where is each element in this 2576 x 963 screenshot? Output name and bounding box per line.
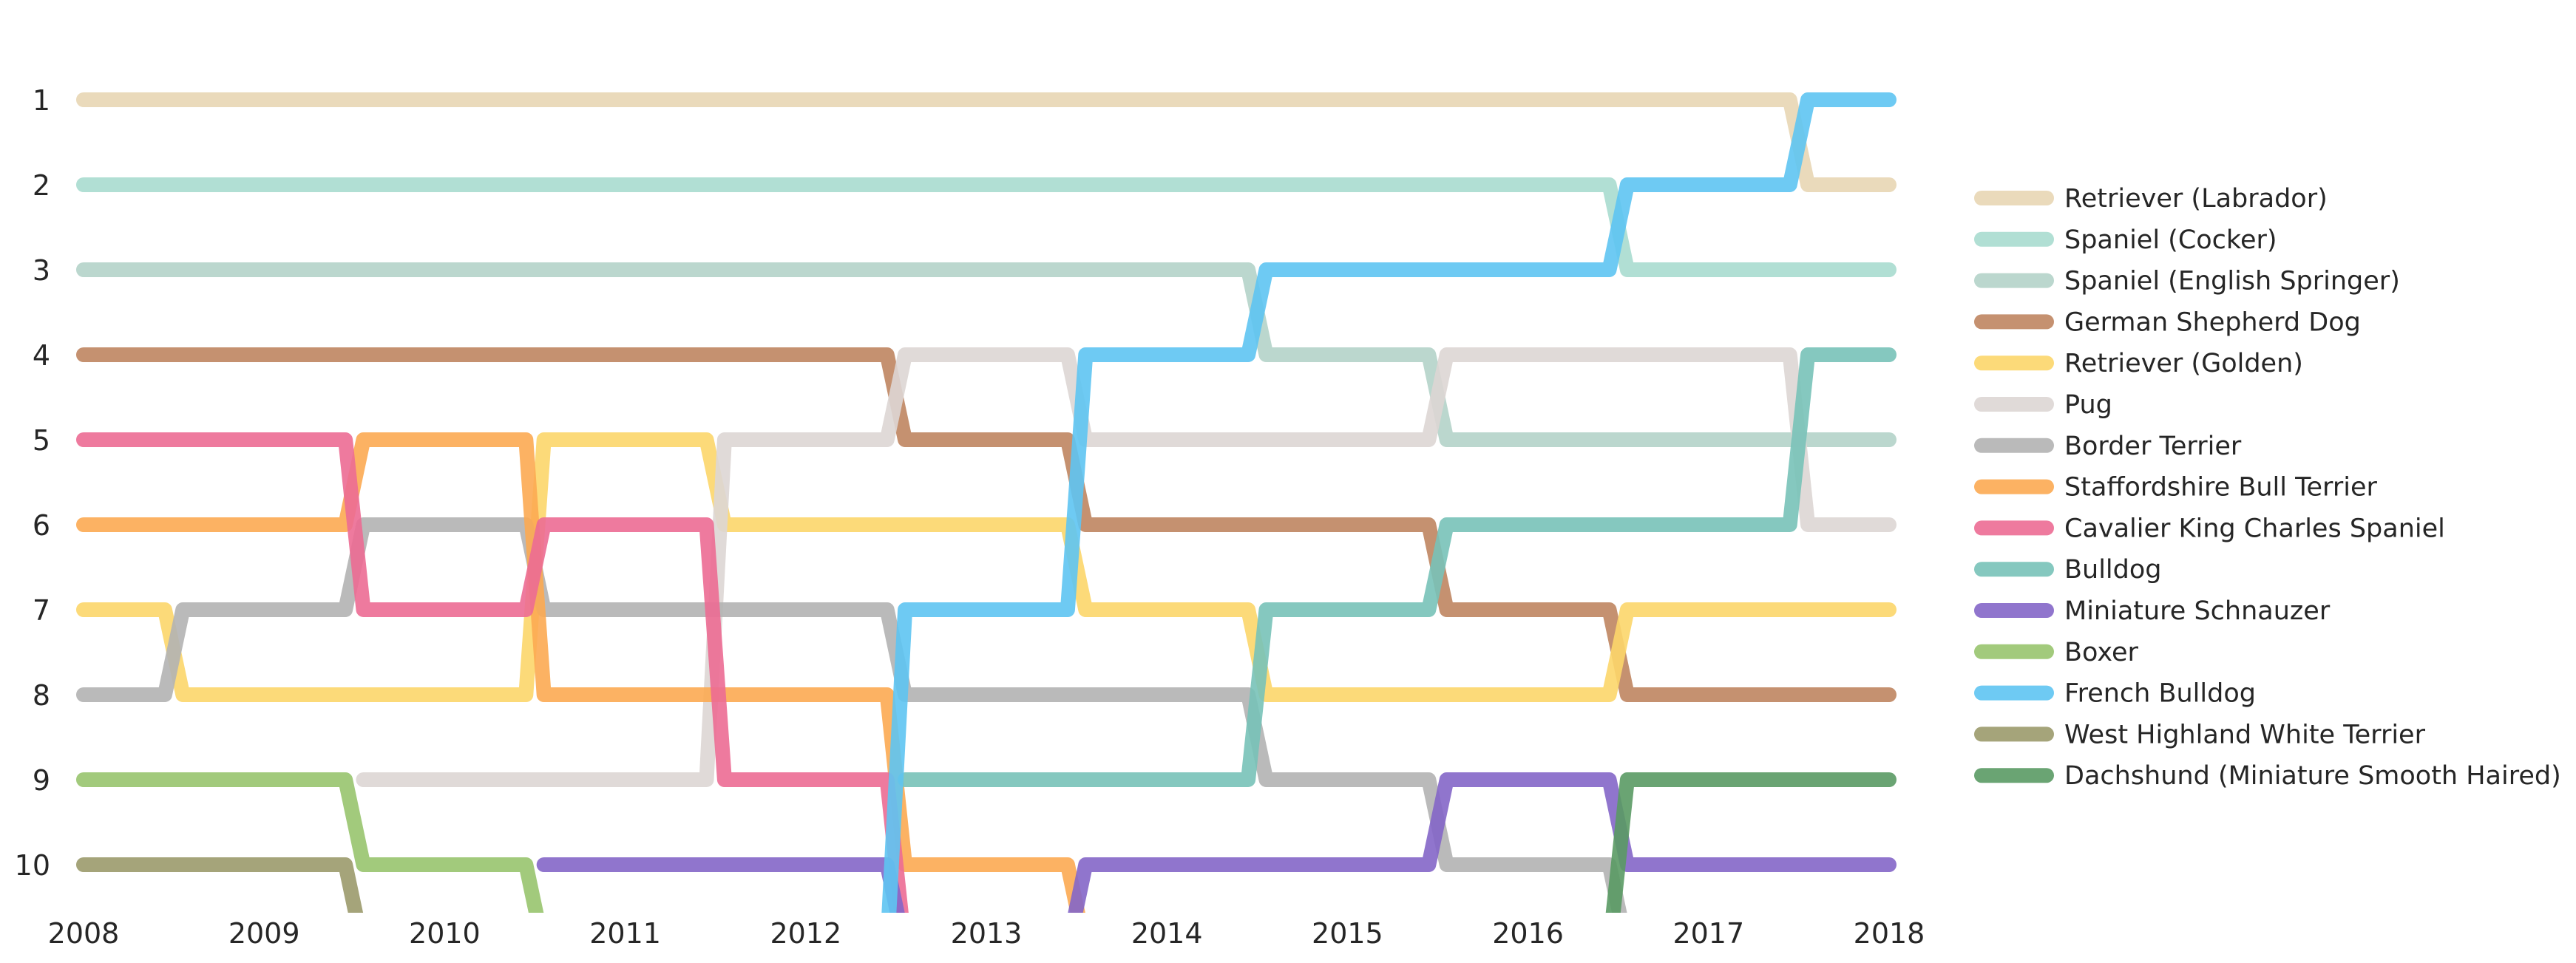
series-line-pug [356, 347, 1897, 787]
series-line-dachshund-miniature-smooth-haired [1605, 772, 1897, 913]
series-line-west-highland-white-terrier [76, 857, 364, 913]
series-line-retriever-golden [76, 432, 1897, 702]
legend-item-bulldog: Bulldog [1974, 555, 2162, 585]
series-line-staffordshire-bull-terrier [76, 432, 1085, 913]
legend-label: Staffordshire Bull Terrier [2064, 473, 2377, 503]
legend-label: Spaniel (Cocker) [2064, 225, 2277, 255]
legend-label: Pug [2064, 390, 2112, 420]
legend-item-french-bulldog: French Bulldog [1974, 679, 2256, 709]
x-tick-label: 2012 [770, 917, 841, 950]
series-line-border-terrier [76, 517, 1627, 913]
series-line-bulldog [898, 347, 1897, 787]
legend-label: German Shepherd Dog [2064, 307, 2361, 337]
series-line-boxer [76, 772, 544, 913]
legend-label: Bulldog [2064, 555, 2162, 585]
series-line-miniature-schnauzer [536, 772, 1897, 913]
y-tick-label: 10 [15, 849, 50, 882]
legend-item-spaniel-cocker: Spaniel (Cocker) [1974, 225, 2277, 255]
y-tick-label: 9 [33, 764, 50, 797]
y-tick-label: 5 [33, 424, 50, 457]
legend-item-pug: Pug [1974, 390, 2112, 420]
legend-label: West Highland White Terrier [2064, 720, 2426, 749]
x-tick-label: 2008 [48, 917, 120, 950]
x-tick-label: 2018 [1854, 917, 1925, 950]
legend-item-german-shepherd-dog: German Shepherd Dog [1974, 307, 2361, 337]
legend-label: Cavalier King Charles Spaniel [2064, 514, 2445, 543]
legend-label: Boxer [2064, 638, 2139, 667]
legend-item-cavalier-king-charles-spaniel: Cavalier King Charles Spaniel [1974, 514, 2445, 543]
x-tick-label: 2013 [951, 917, 1023, 950]
y-tick-label: 8 [33, 679, 50, 712]
legend-label: Retriever (Labrador) [2064, 184, 2328, 214]
legend-item-west-highland-white-terrier: West Highland White Terrier [1974, 720, 2426, 749]
x-tick-label: 2017 [1672, 917, 1744, 950]
legend-label: French Bulldog [2064, 679, 2256, 709]
legend-label: Dachshund (Miniature Smooth Haired) [2064, 761, 2561, 791]
y-tick-label: 6 [33, 509, 50, 542]
legend-label: Miniature Schnauzer [2064, 596, 2331, 626]
legend-label: Spaniel (English Springer) [2064, 267, 2400, 296]
legend-item-staffordshire-bull-terrier: Staffordshire Bull Terrier [1974, 473, 2377, 503]
x-tick-label: 2011 [589, 917, 661, 950]
legend-item-boxer: Boxer [1974, 638, 2139, 667]
y-tick-label: 3 [33, 254, 50, 287]
series-layer [76, 92, 1897, 913]
x-axis: 2008 2009 2010 2011 2012 2013 2014 2015 2016 2017… [48, 917, 1925, 950]
y-tick-label: 2 [33, 169, 50, 202]
legend-item-spaniel-english-springer: Spaniel (English Springer) [1974, 267, 2400, 296]
x-tick-label: 2014 [1131, 917, 1203, 950]
x-tick-label: 2010 [409, 917, 481, 950]
x-tick-label: 2015 [1312, 917, 1383, 950]
x-tick-label: 2016 [1492, 917, 1564, 950]
legend: Retriever (Labrador) Spaniel (Cocker) Span… [1974, 184, 2561, 791]
y-tick-label: 1 [33, 84, 50, 117]
series-line-spaniel-english-springer [76, 262, 1897, 447]
y-tick-label: 4 [33, 339, 50, 372]
legend-item-border-terrier: Border Terrier [1974, 432, 2242, 461]
legend-item-dachshund-miniature-smooth-haired: Dachshund (Miniature Smooth Haired) [1974, 761, 2561, 791]
legend-item-retriever-golden: Retriever (Golden) [1974, 349, 2303, 378]
legend-item-miniature-schnauzer: Miniature Schnauzer [1974, 596, 2331, 626]
legend-label: Retriever (Golden) [2064, 349, 2303, 378]
x-tick-label: 2009 [228, 917, 300, 950]
y-tick-label: 7 [33, 594, 50, 627]
series-line-french-bulldog [881, 92, 1897, 913]
y-axis: 1 2 3 4 5 6 7 8 9 10 [15, 84, 50, 882]
legend-label: Border Terrier [2064, 432, 2242, 461]
series-line-retriever-labrador [76, 92, 1897, 192]
legend-item-retriever-labrador: Retriever (Labrador) [1974, 184, 2328, 214]
